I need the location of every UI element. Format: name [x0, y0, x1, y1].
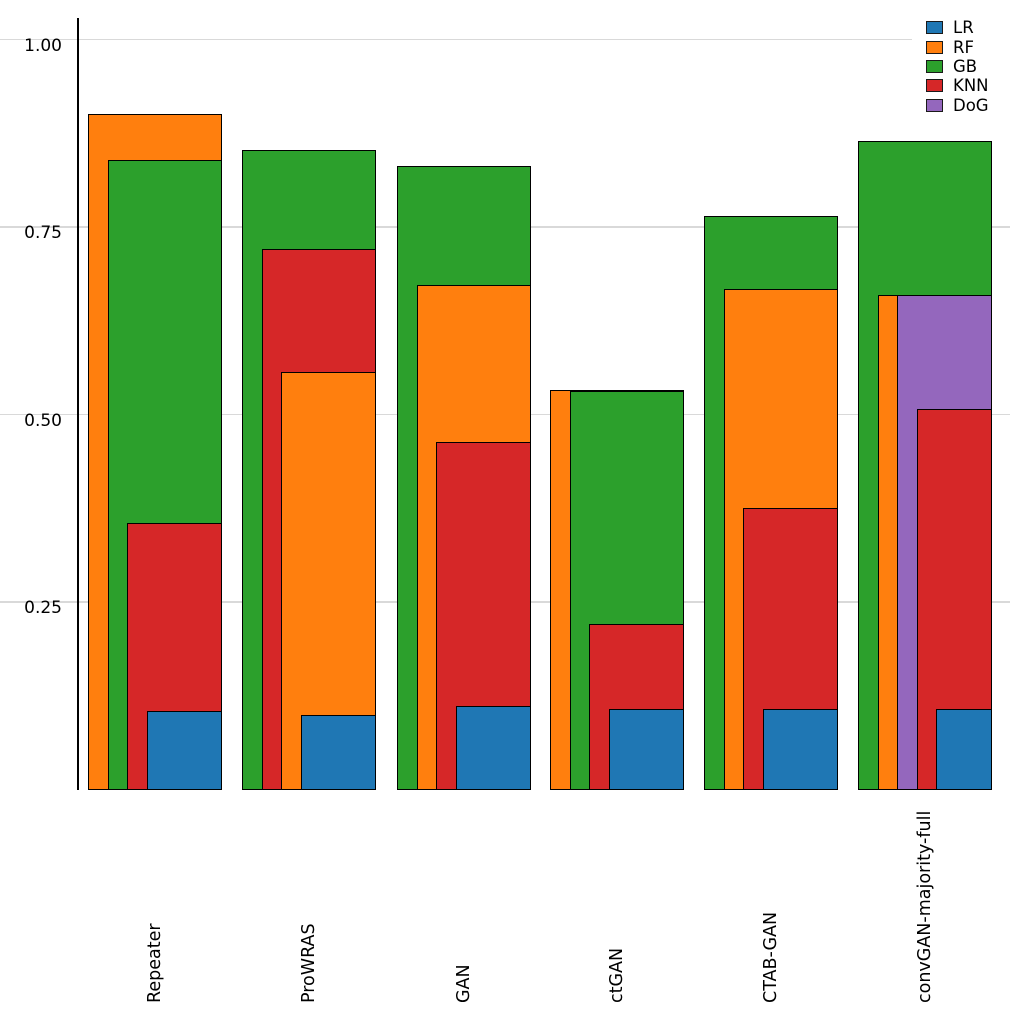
y-axis-line [77, 18, 79, 790]
x-tick-label-CTAB-GAN: CTAB-GAN [761, 911, 781, 1003]
legend-label-KNN: KNN [953, 76, 989, 96]
x-tick-label-ctGAN: ctGAN [607, 947, 627, 1003]
legend-item-RF: RF [912, 37, 1020, 57]
legend-item-GB: GB [912, 57, 1020, 76]
legend-swatch-RF [926, 40, 943, 54]
legend-label-GB: GB [953, 56, 978, 76]
x-tick-label-convGAN-majority-full: convGAN-majority-full [915, 810, 935, 1003]
y-tick-label-0.25: 0.25 [24, 598, 62, 618]
legend-swatch-LR [926, 21, 943, 35]
legend-label-LR: LR [953, 18, 974, 38]
y-tick-label-1.00: 1.00 [24, 35, 62, 56]
bar-GAN-LR [455, 706, 531, 790]
bar-convGAN-majority-full-LR [936, 708, 992, 790]
legend-item-LR: LR [912, 18, 1020, 37]
legend-swatch-GB [926, 59, 943, 73]
legend-item-DoG: DoG [912, 96, 1020, 115]
x-tick-label-ProWRAS: ProWRAS [299, 923, 319, 1003]
y-tick-label-0.50: 0.50 [24, 410, 62, 431]
bar-ctGAN-LR [608, 708, 684, 790]
bar-ProWRAS-LR [300, 715, 376, 790]
y-tick-label-0.75: 0.75 [24, 223, 62, 243]
legend-label-DoG: DoG [953, 95, 989, 115]
legend-swatch-DoG [926, 98, 943, 112]
legend: LR RF GB KNN DoG [912, 14, 1020, 115]
x-tick-label-Repeater: Repeater [145, 923, 165, 1003]
legend-swatch-KNN [926, 79, 943, 93]
bar-Repeater-LR [146, 710, 222, 790]
gridline-1.00 [0, 38, 1010, 41]
legend-item-KNN: KNN [912, 76, 1020, 95]
x-tick-label-GAN: GAN [454, 964, 474, 1003]
legend-label-RF: RF [953, 37, 974, 57]
bar-CTAB-GAN-LR [762, 708, 838, 790]
